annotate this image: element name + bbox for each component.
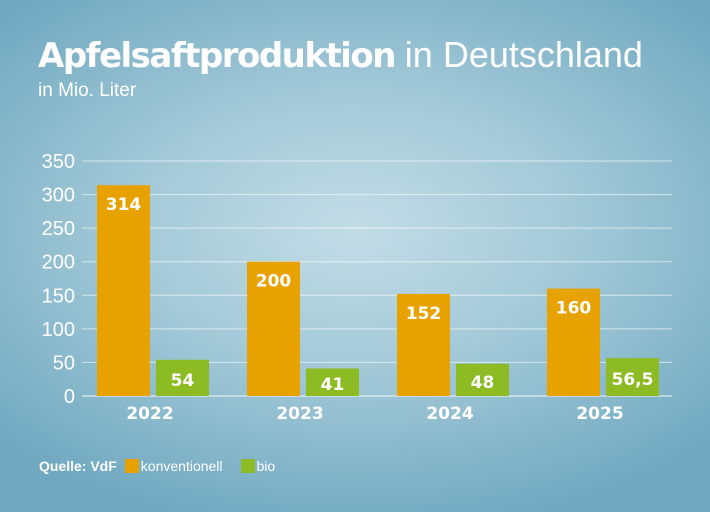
legend-item-konventionell: konventionell <box>124 458 223 474</box>
legend: Quelle: VdF konventionell bio <box>39 458 293 474</box>
y-tick-label: 300 <box>42 185 75 207</box>
data-label: 160 <box>556 299 592 319</box>
bar-bio <box>606 358 659 396</box>
y-tick-label: 350 <box>42 151 75 173</box>
bar-konventionell <box>547 288 600 396</box>
data-label: 48 <box>471 373 495 393</box>
y-tick-label: 200 <box>42 252 75 274</box>
y-tick-label: 150 <box>42 285 75 307</box>
legend-item-bio: bio <box>240 458 276 474</box>
bar-bio <box>156 359 209 396</box>
data-label: 200 <box>256 272 292 292</box>
data-label: 41 <box>321 375 345 395</box>
y-tick-label: 50 <box>53 352 75 374</box>
bar-bio <box>306 368 359 396</box>
x-tick-label: 2024 <box>426 404 473 424</box>
data-label: 314 <box>106 195 142 215</box>
chart-subtitle: in Mio. Liter <box>38 80 137 101</box>
bar-bio <box>456 363 509 396</box>
x-tick-label: 2023 <box>276 404 323 424</box>
data-label: 152 <box>406 304 442 324</box>
legend-label: bio <box>256 458 276 474</box>
title-bold: Apfelsaftproduktion <box>38 36 396 76</box>
y-tick-label: 0 <box>64 386 75 408</box>
x-tick-label: 2025 <box>576 404 623 424</box>
chart-title: Apfelsaftproduktion in Deutschland <box>38 34 643 76</box>
legend-swatch-konventionell <box>124 459 139 473</box>
legend-swatch-bio <box>240 459 255 473</box>
y-tick-label: 250 <box>42 218 75 240</box>
bar-konventionell <box>97 185 150 396</box>
data-label: 56,5 <box>612 370 654 390</box>
source-label: Quelle: VdF <box>39 458 117 474</box>
y-tick-label: 100 <box>42 319 75 341</box>
bar-konventionell <box>247 261 300 396</box>
x-tick-label: 2022 <box>126 404 173 424</box>
legend-label: konventionell <box>140 458 223 474</box>
data-label: 54 <box>171 371 195 391</box>
title-regular: in Deutschland <box>404 34 643 75</box>
bar-konventionell <box>397 293 450 396</box>
